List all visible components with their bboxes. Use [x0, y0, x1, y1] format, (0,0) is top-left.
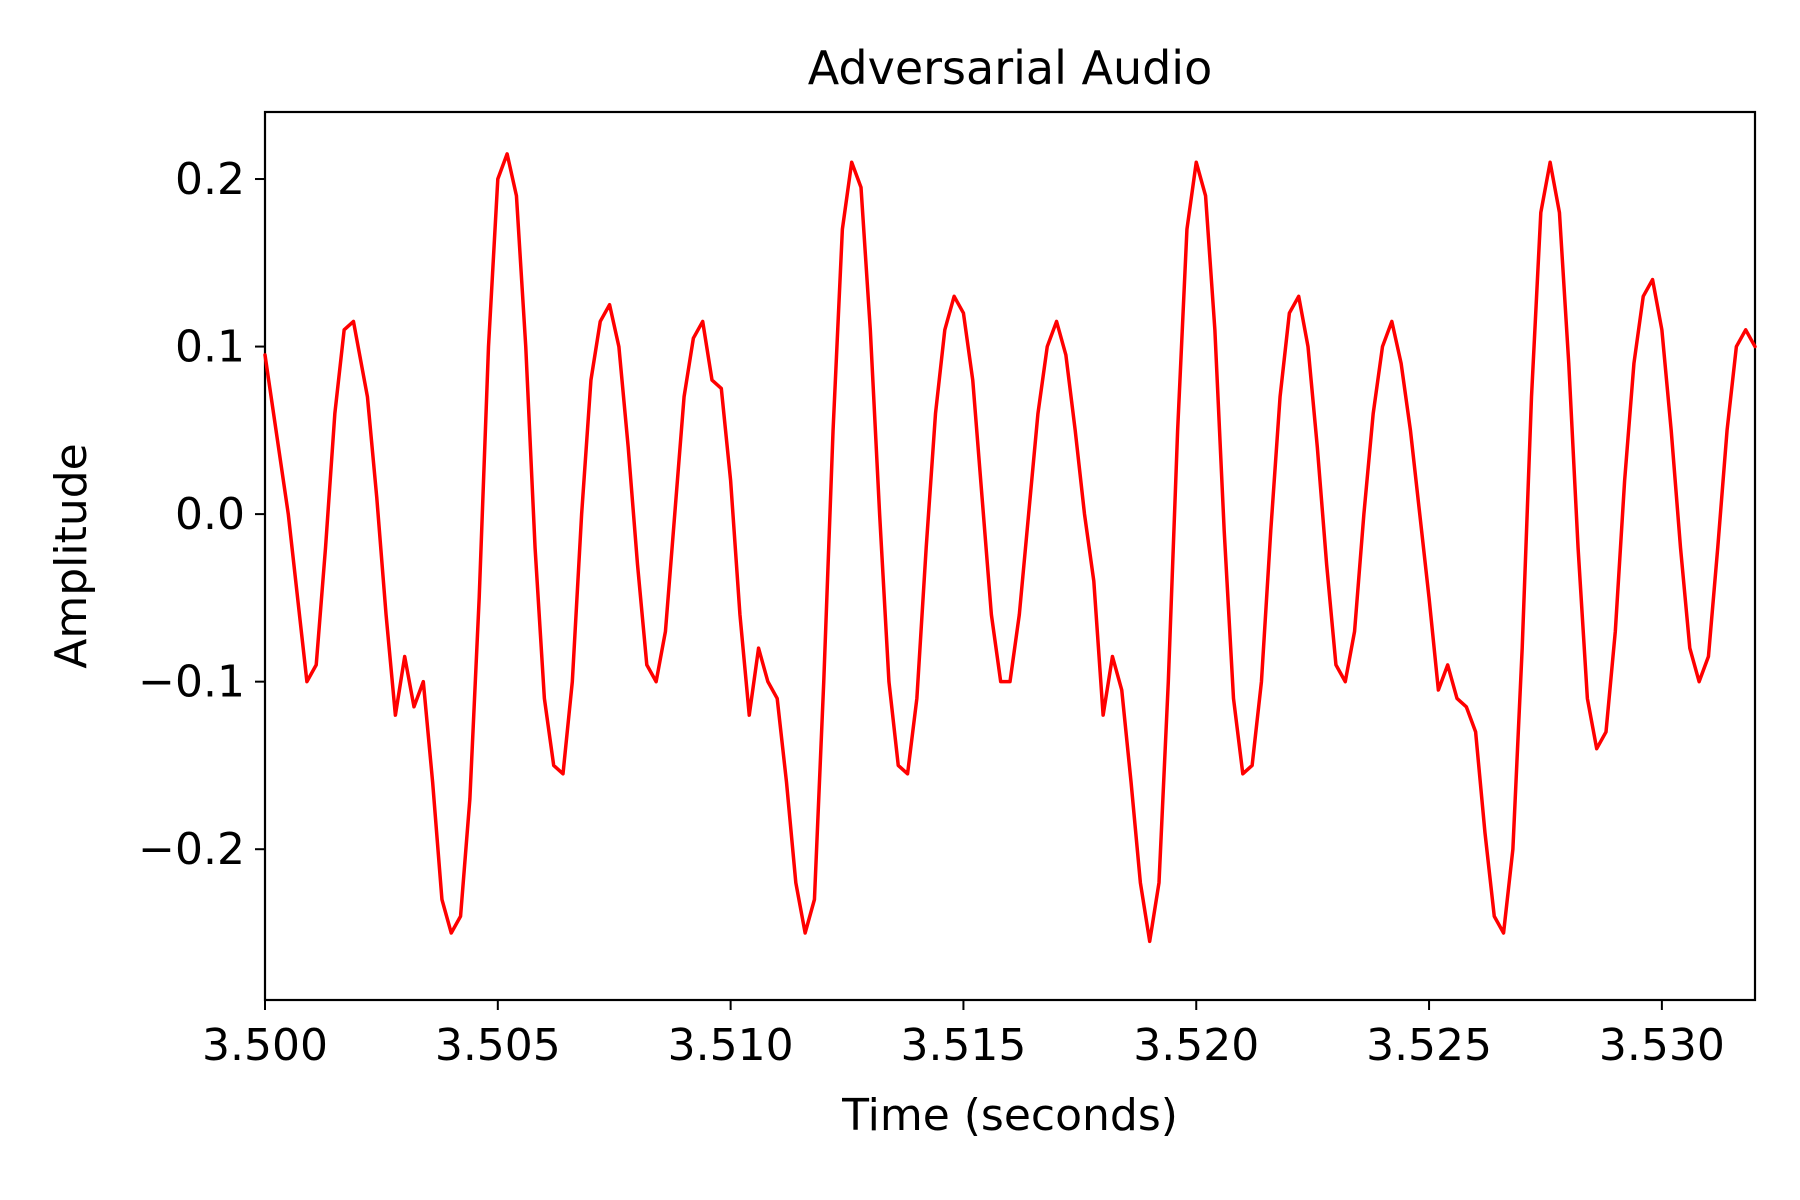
x-axis-label: Time (seconds) — [841, 1090, 1178, 1141]
y-tick-label: −0.2 — [138, 824, 245, 875]
series-layer — [263, 152, 1757, 944]
y-tick-label: 0.2 — [175, 154, 245, 205]
x-tick-label: 3.520 — [1133, 1020, 1259, 1071]
x-tick-label: 3.500 — [202, 1020, 328, 1071]
y-tick-label: 0.1 — [175, 322, 245, 373]
x-tick-label: 3.505 — [435, 1020, 561, 1071]
y-tick-label: −0.1 — [138, 657, 245, 708]
x-axis-ticks: 3.500 3.505 3.510 3.515 3.520 3.525 3.530 — [202, 1000, 1725, 1071]
y-tick-label: 0.0 — [175, 489, 245, 540]
x-tick-label: 3.510 — [668, 1020, 794, 1071]
plot-area — [263, 110, 1757, 1002]
plot-frame — [263, 110, 1757, 1002]
x-tick-label: 3.525 — [1366, 1020, 1492, 1071]
waveform-line — [263, 152, 1757, 944]
y-axis-label: Amplitude — [46, 443, 97, 668]
x-tick-label: 3.515 — [900, 1020, 1026, 1071]
x-tick-label: 3.530 — [1599, 1020, 1725, 1071]
chart-title: Adversarial Audio — [808, 41, 1212, 95]
y-axis-ticks: 0.2 0.1 0.0 −0.1 −0.2 — [138, 154, 265, 875]
